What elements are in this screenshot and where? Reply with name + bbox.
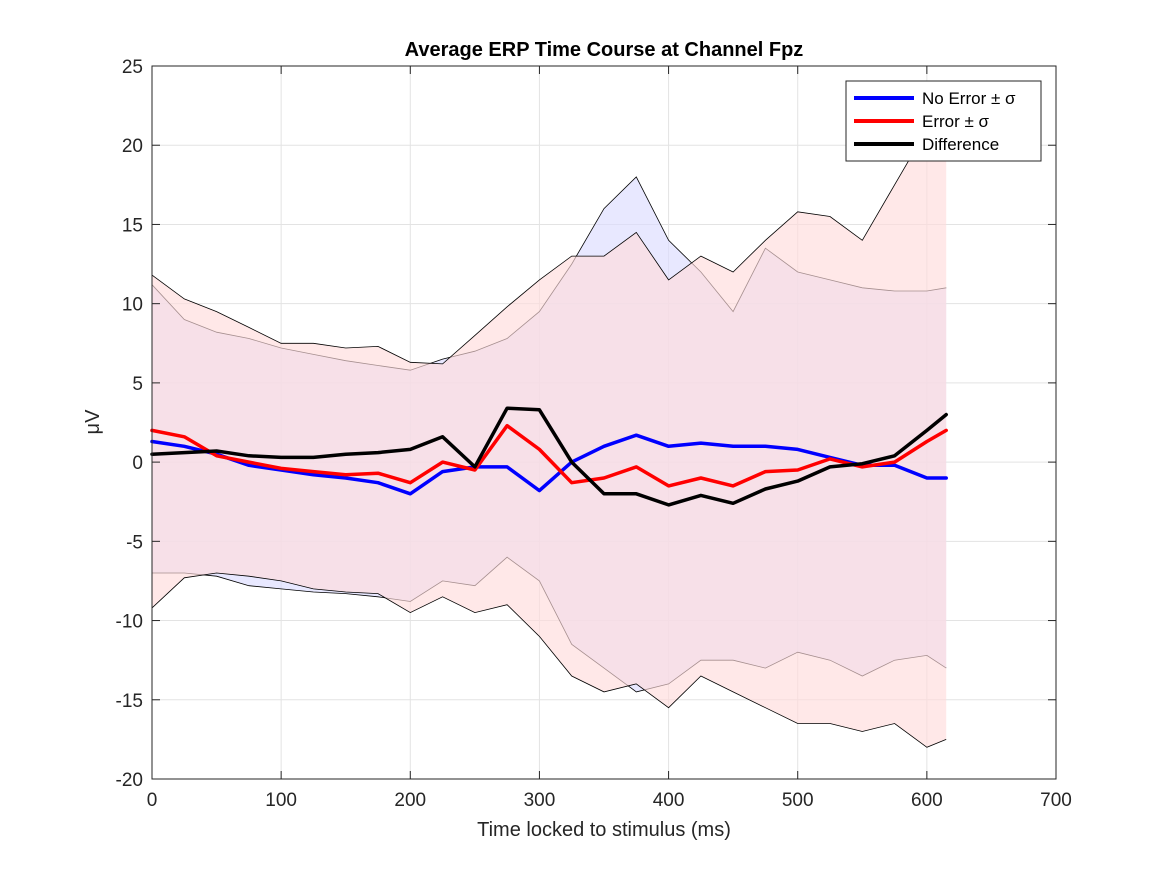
y-axis-label: μV: [82, 409, 104, 435]
chart-title: Average ERP Time Course at Channel Fpz: [405, 39, 804, 61]
legend: No Error ± σ Error ± σ Difference: [845, 80, 1042, 162]
confidence-bands: [151, 89, 947, 748]
y-tick-label: 5: [132, 374, 143, 395]
plot-frame: [151, 65, 1057, 780]
y-tick-label: 25: [122, 57, 143, 78]
x-tick-label: 0: [147, 790, 158, 811]
y-tick-label: -15: [116, 691, 143, 712]
x-axis-label: Time locked to stimulus (ms): [477, 819, 731, 841]
y-tick-label: 15: [122, 215, 143, 236]
series-lines: [150, 406, 948, 507]
error-band: [152, 89, 947, 748]
y-tick-label: -10: [116, 612, 143, 633]
x-tick-label: 700: [1040, 790, 1072, 811]
y-tick-label: -20: [116, 770, 143, 791]
legend-label-difference: Difference: [922, 135, 999, 154]
legend-label-error: Error ± σ: [922, 112, 990, 131]
error-band-lower-edge: [151, 572, 947, 748]
y-tick-label: 0: [132, 453, 143, 474]
x-tick-label: 400: [653, 790, 685, 811]
error-mean-line: [150, 423, 948, 488]
legend-label-no-error: No Error ± σ: [922, 89, 1016, 108]
y-tick-label: 10: [122, 295, 143, 316]
difference-line: [150, 406, 948, 507]
x-tick-label: 200: [394, 790, 426, 811]
error-band-upper-edge: [151, 89, 947, 365]
x-tick-label: 100: [265, 790, 297, 811]
y-tick-label: 20: [122, 136, 143, 157]
x-tick-label: 500: [782, 790, 814, 811]
y-tick-label: -5: [126, 532, 143, 553]
x-tick-label: 300: [524, 790, 556, 811]
no-error-mean-line: [150, 433, 948, 496]
axis-ticks: 0 100 200 300 400 500 600 700 -20 -15 -10 -5 0 5 10 15 2…: [116, 57, 1072, 811]
x-tick-label: 600: [911, 790, 943, 811]
